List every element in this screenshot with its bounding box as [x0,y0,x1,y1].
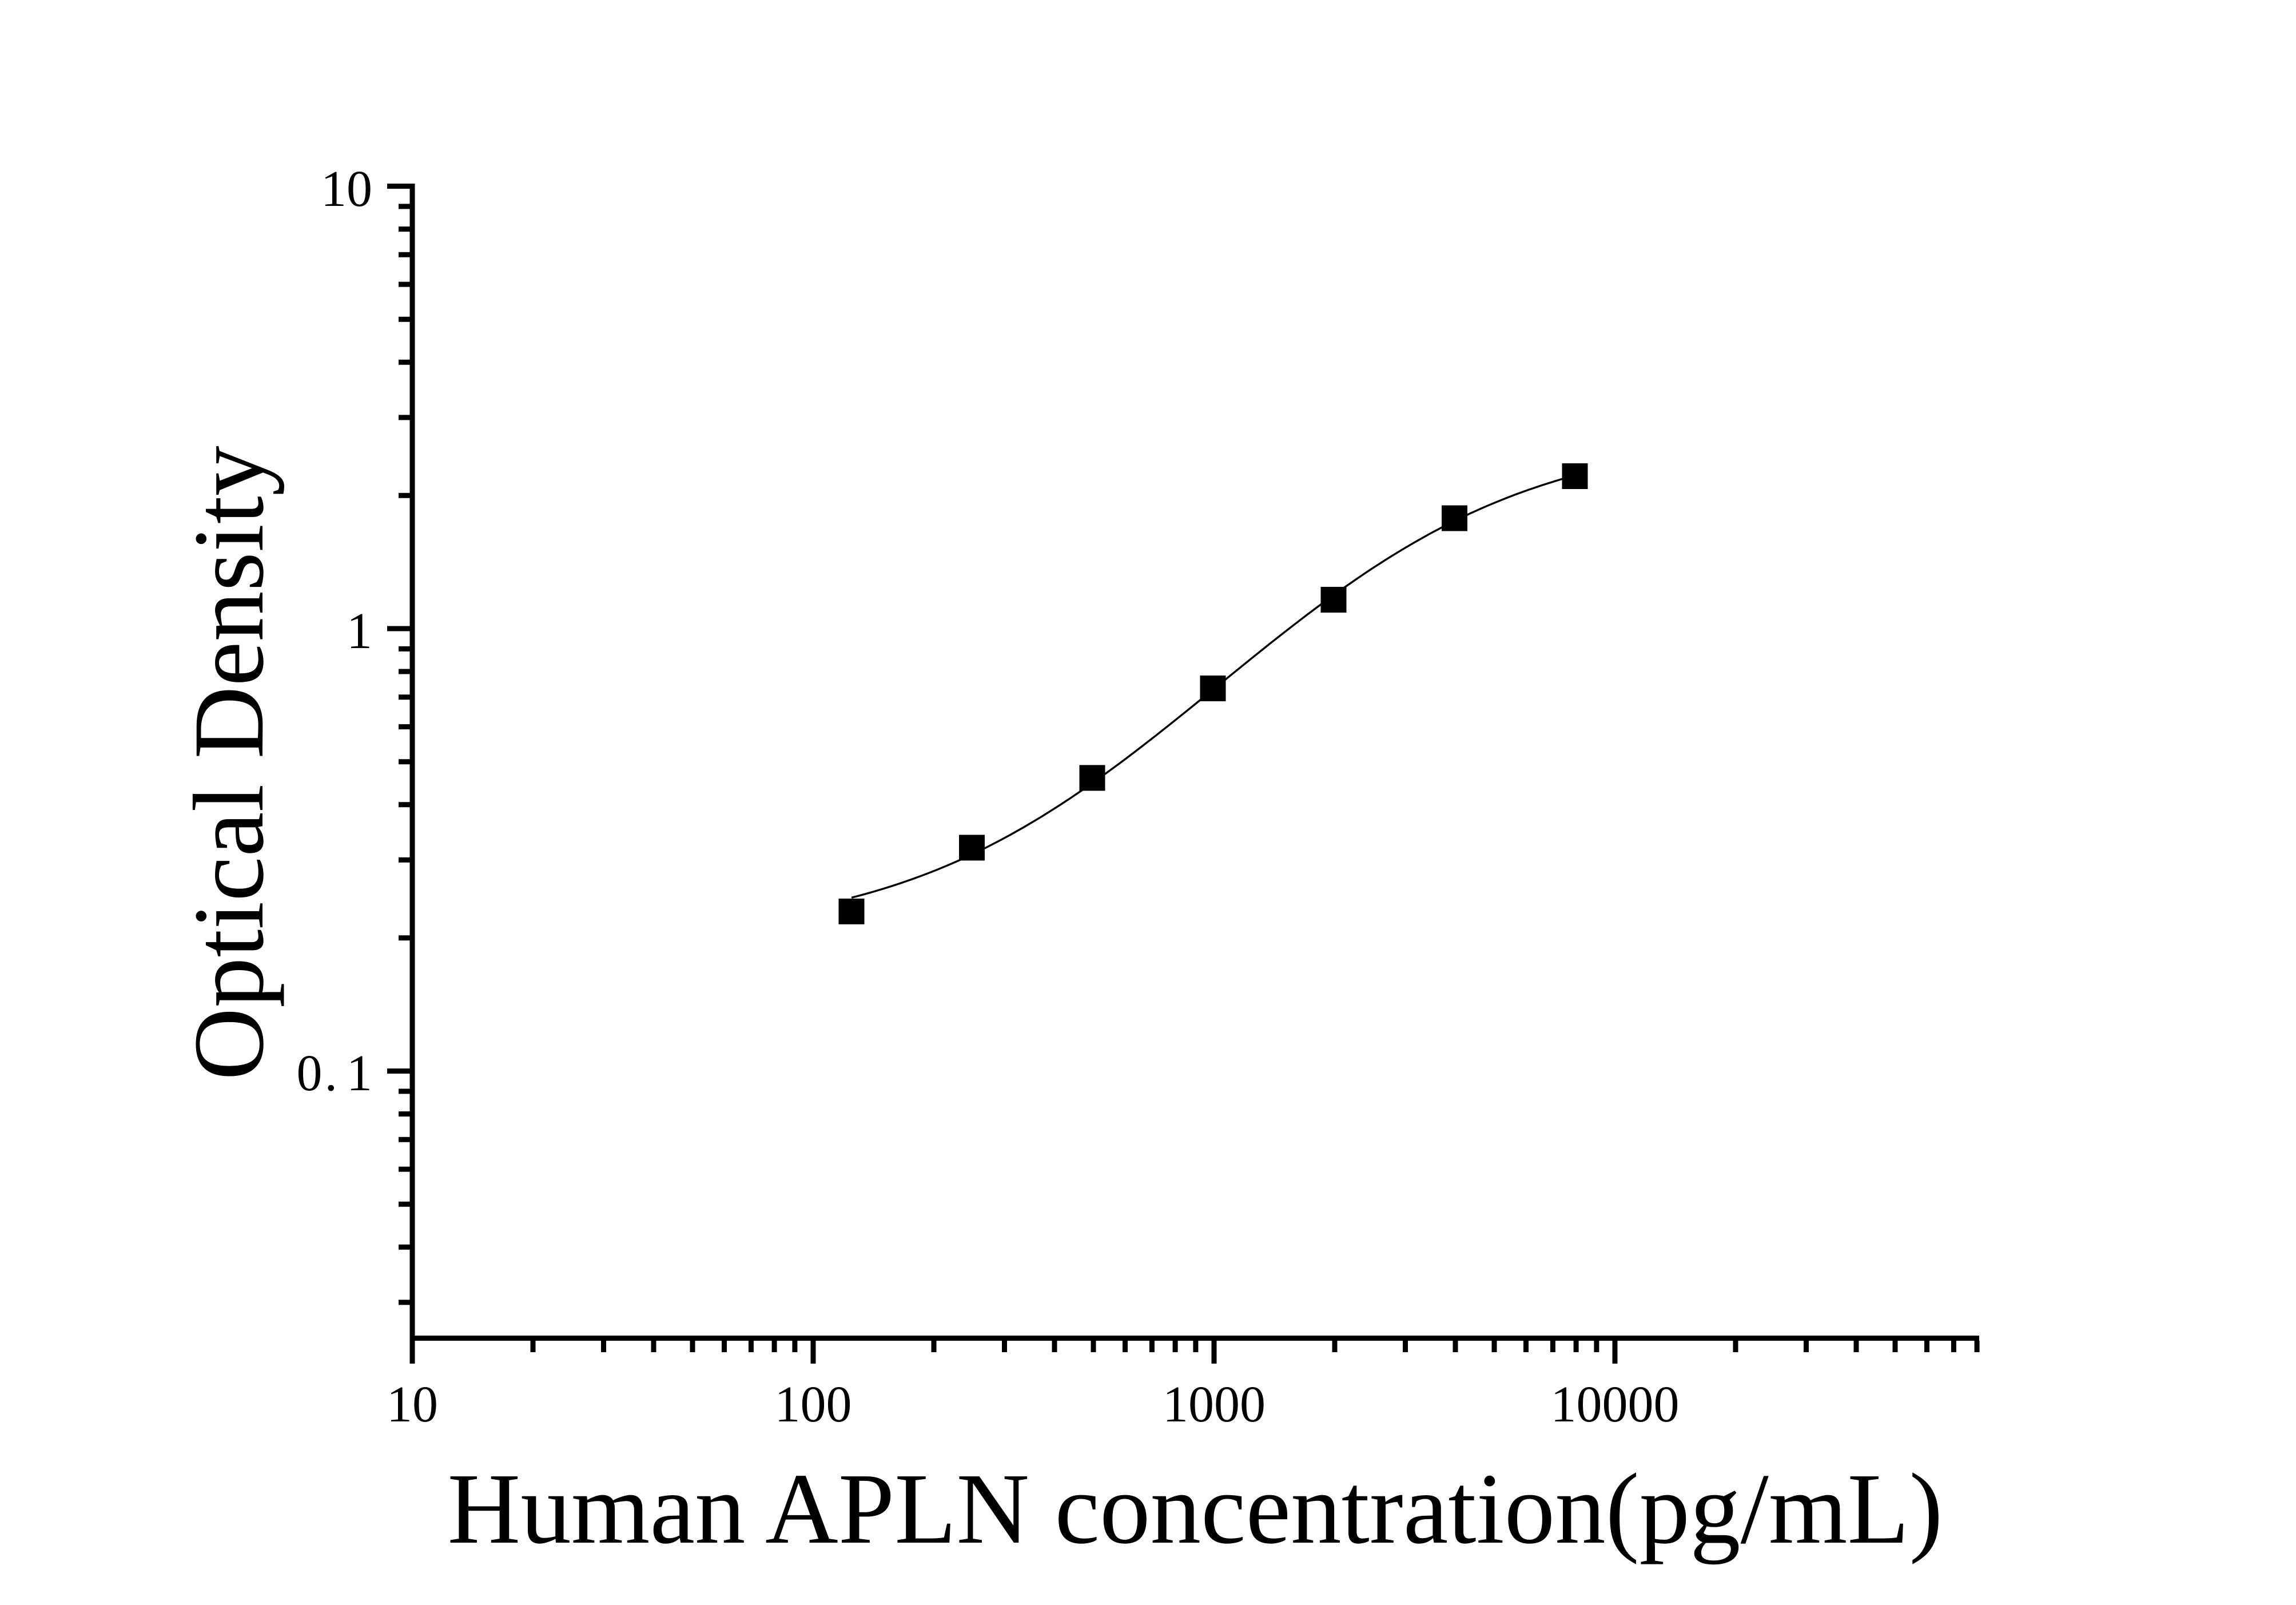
svg-text:1: 1 [347,603,372,660]
svg-text:1000: 1000 [1163,1376,1266,1433]
svg-text:10: 10 [321,161,372,217]
svg-text:0.1: 0. 1 [297,1045,373,1102]
svg-text:Optical Density: Optical Density [173,446,285,1080]
svg-text:Human APLN concentration(pg/mL: Human APLN concentration(pg/mL) [447,1453,1943,1565]
svg-text:100: 100 [775,1376,852,1433]
svg-text:10000: 10000 [1551,1376,1680,1433]
svg-text:10: 10 [387,1376,438,1433]
